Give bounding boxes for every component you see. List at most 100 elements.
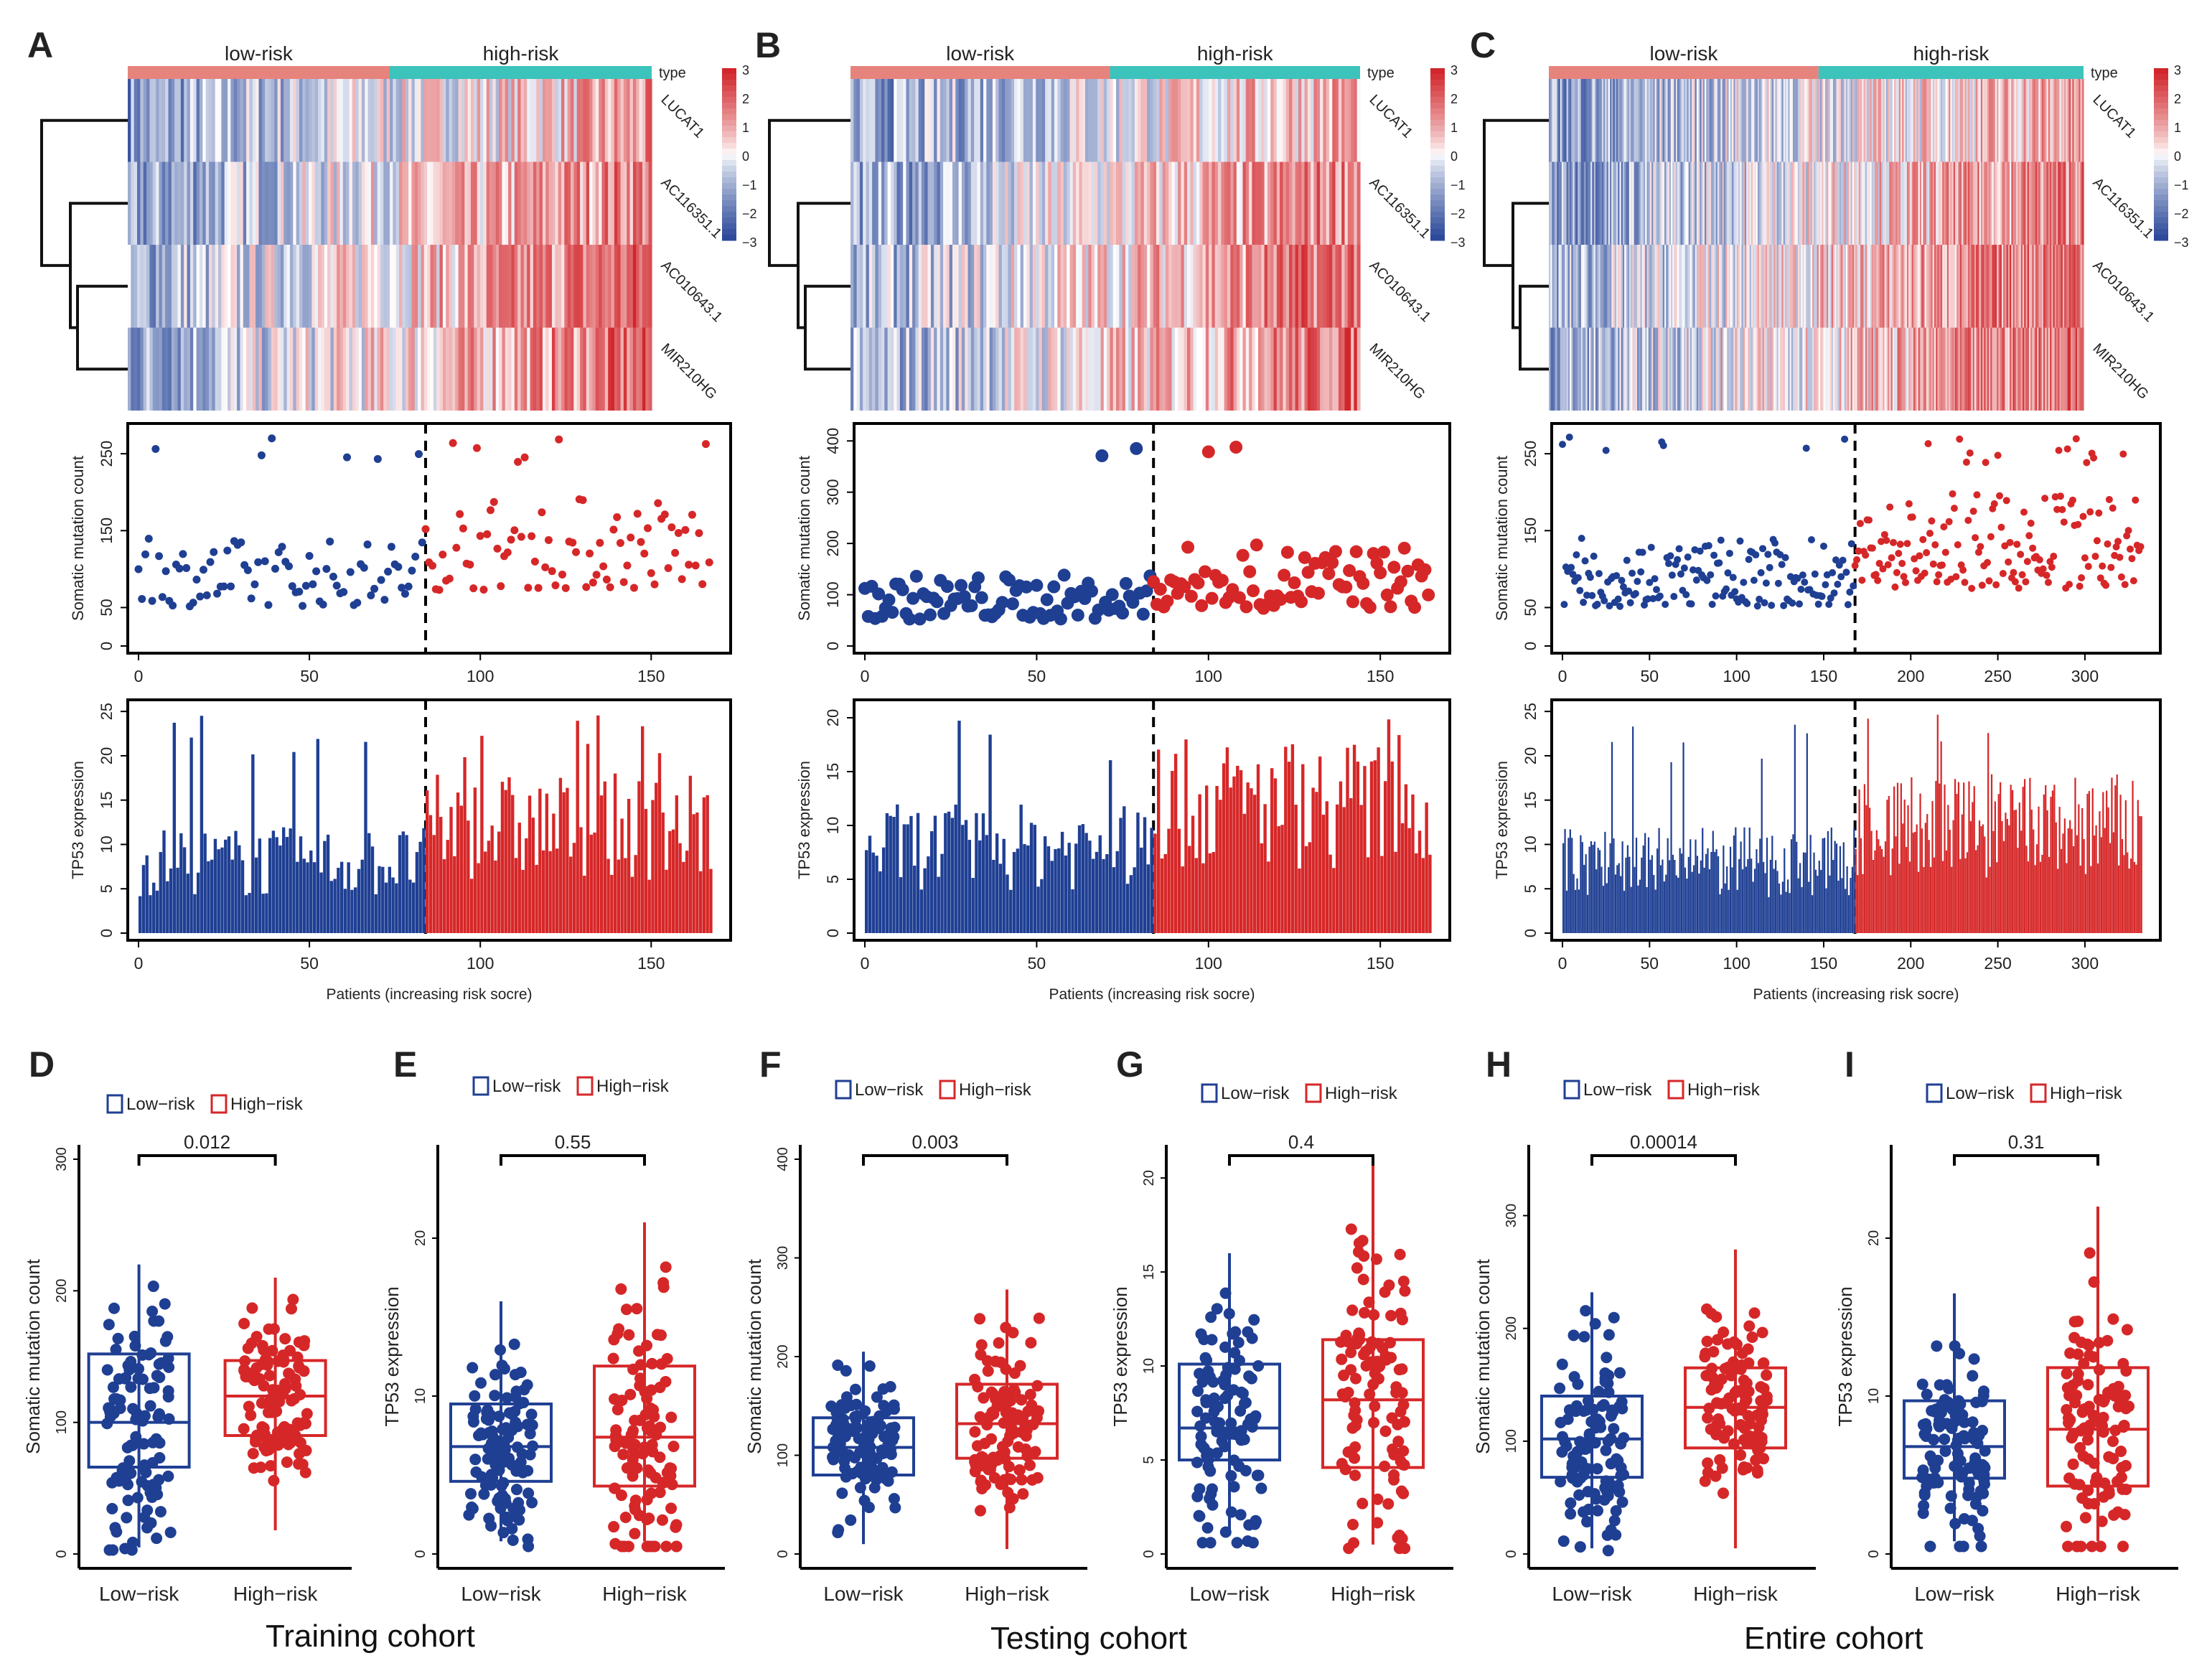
heat-cell: [1218, 161, 1222, 245]
heat-cell: [1837, 79, 1840, 162]
scatter-point: [1846, 588, 1854, 596]
heat-cell: [2072, 161, 2075, 245]
tp53-bar: [1884, 841, 1887, 933]
heat-cell: [1091, 161, 1095, 245]
heat-cell: [1245, 327, 1250, 411]
heat-cell: [1245, 245, 1250, 328]
heat-cell: [2079, 79, 2081, 162]
heat-cell: [442, 161, 446, 245]
heat-cell: [1011, 245, 1015, 328]
tp53-bar: [1367, 857, 1370, 933]
tp53-bar: [1729, 846, 1732, 933]
heat-cell: [1715, 79, 1718, 162]
heat-cell: [1793, 327, 1795, 411]
heat-cell: [1147, 327, 1150, 411]
heat-cell: [1971, 327, 1974, 411]
bar-xtick: 0: [1558, 954, 1567, 973]
gene-label-3: MIR210HG: [657, 340, 719, 402]
scatter-point: [548, 567, 556, 576]
heat-cell: [2050, 161, 2052, 245]
heat-cell: [1823, 245, 1826, 328]
jitter-point: [510, 1484, 522, 1496]
heat-cell: [1898, 245, 1901, 328]
heat-cell: [903, 327, 907, 411]
heat-cell: [1239, 245, 1244, 328]
heat-cell: [474, 245, 478, 328]
jitter-point: [643, 1512, 655, 1525]
tp53-bar: [1332, 868, 1336, 933]
scatter-point: [1710, 551, 1718, 559]
heat-cell: [1910, 79, 1913, 162]
scatter-point: [602, 575, 611, 584]
scale-tick: 0: [2174, 149, 2181, 164]
heat-cell: [1878, 161, 1880, 245]
heat-cell: [1956, 245, 1959, 328]
heat-cell: [939, 79, 944, 162]
scatter-point: [1969, 507, 1977, 515]
heat-cell: [240, 79, 244, 162]
heat-cell: [1730, 161, 1733, 245]
tp53-bar: [634, 855, 637, 933]
heat-cell: [952, 245, 956, 328]
heat-cell: [1335, 79, 1339, 162]
tp53-bar: [617, 859, 621, 933]
heat-cell: [1810, 245, 1813, 328]
heat-cell: [1778, 245, 1781, 328]
jitter-point: [975, 1504, 987, 1517]
heat-cell: [2000, 327, 2002, 411]
heat-cell: [1809, 161, 1812, 245]
heat-cell: [1356, 161, 1361, 245]
heat-cell: [1802, 79, 1805, 162]
tp53-bar: [1592, 845, 1594, 933]
heat-cell: [1712, 79, 1715, 162]
heat-cell: [455, 79, 459, 162]
tp53-bar: [1236, 765, 1239, 933]
heat-cell: [1153, 245, 1157, 328]
heat-cell: [152, 161, 156, 245]
heat-cell: [1069, 161, 1074, 245]
heat-cell: [233, 161, 238, 245]
heat-cell: [1646, 245, 1649, 328]
tp53-bar: [1659, 865, 1662, 933]
heat-cell: [1212, 161, 1216, 245]
heat-cell: [1097, 245, 1102, 328]
tp53-bar: [1773, 869, 1775, 933]
heat-cell: [1351, 245, 1354, 328]
heat-cell: [280, 245, 284, 328]
heat-cell: [311, 161, 316, 245]
heat-cell: [1057, 245, 1062, 328]
heat-cell: [2056, 245, 2058, 328]
jitter-point: [839, 1423, 851, 1436]
scatter-point: [534, 584, 543, 592]
jitter-point: [138, 1438, 150, 1450]
heat-cell: [1756, 327, 1758, 411]
scale-tick: −1: [2174, 178, 2189, 192]
scatter-point: [1723, 585, 1730, 593]
heat-cell: [1709, 327, 1712, 411]
type-bar-high: [390, 66, 652, 79]
scatter-point: [1935, 571, 1943, 579]
heat-cell: [1799, 161, 1801, 245]
tp53-bar: [576, 721, 579, 933]
heat-cell: [1119, 245, 1123, 328]
heat-cell: [1889, 161, 1892, 245]
heat-cell: [492, 79, 497, 162]
heat-cell: [1644, 79, 1646, 162]
heat-cell: [137, 79, 141, 162]
heat-cell: [1784, 161, 1787, 245]
heat-cell: [159, 245, 163, 328]
heat-cell: [1209, 79, 1213, 162]
bar-xtick: 150: [1367, 954, 1394, 973]
heat-cell: [623, 245, 627, 328]
jitter-point: [490, 1438, 502, 1451]
heat-cell: [202, 245, 207, 328]
scatter-point: [1834, 581, 1842, 589]
heat-cell: [1202, 161, 1206, 245]
heat-cell: [1624, 245, 1626, 328]
tp53-bar: [1719, 894, 1721, 933]
heat-cell: [258, 327, 263, 411]
heat-cell: [1116, 79, 1120, 162]
heat-cell: [131, 79, 135, 162]
pvalue-bracket: [500, 1154, 646, 1166]
heat-cell: [1614, 161, 1617, 245]
